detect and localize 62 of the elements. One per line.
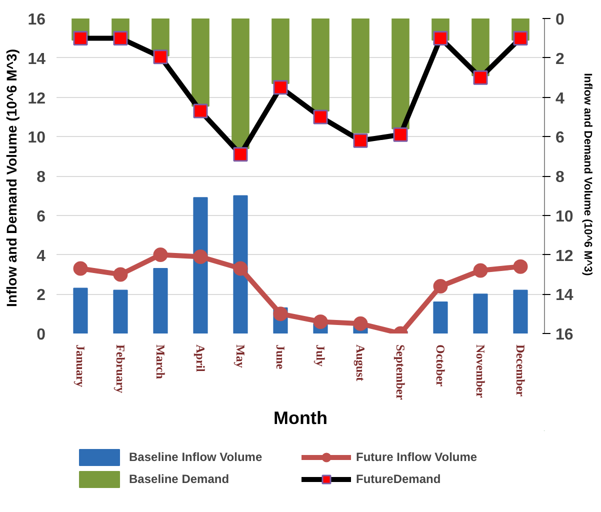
point	[433, 279, 448, 294]
bar	[193, 197, 208, 334]
y2-tick-label: 16	[556, 326, 574, 344]
x-axis-title: Month	[274, 408, 328, 428]
y2-axis-title: Inflow and Demand Volume (10^6 M^3)	[581, 73, 594, 276]
point	[513, 259, 528, 274]
bar	[192, 18, 210, 107]
y-tick-label: 6	[36, 208, 46, 226]
x-tick-label: September	[394, 344, 408, 400]
x-tick-label: August	[354, 344, 368, 382]
legend-label: Baseline Inflow Volume	[129, 450, 264, 464]
y-tick-label: 14	[28, 50, 46, 68]
x-tick-label: October	[434, 344, 448, 388]
bar	[473, 294, 488, 334]
point	[273, 306, 288, 322]
point	[193, 249, 208, 264]
point	[113, 267, 128, 282]
point	[233, 261, 248, 276]
bar	[113, 290, 128, 334]
x-tick-label: January	[74, 344, 88, 388]
bar	[513, 290, 528, 334]
y-tick-label: 16	[28, 12, 46, 28]
x-tick-label: April	[194, 344, 208, 372]
y2-tick-label: 14	[556, 287, 574, 304]
bar	[232, 18, 250, 149]
bar	[153, 268, 168, 334]
point	[473, 263, 488, 278]
bar	[312, 18, 330, 112]
y-tick-label: 4	[36, 248, 46, 265]
x-tick-label: July	[314, 344, 328, 367]
point	[153, 248, 168, 262]
point	[353, 316, 368, 331]
x-tick-label: May	[234, 344, 248, 368]
y-tick-label: 12	[28, 90, 46, 108]
legend-label: Baseline Demand	[129, 472, 230, 486]
point	[73, 261, 88, 276]
x-tick-label: March	[154, 344, 168, 380]
y-tick-label: 0	[36, 326, 46, 344]
y-tick-label: 10	[28, 130, 46, 147]
legend-label: Future Inflow Volume	[356, 450, 478, 464]
y2-tick-label: 0	[556, 12, 564, 28]
bar	[73, 288, 88, 334]
bar	[233, 195, 248, 334]
x-tick-label: June	[274, 344, 288, 370]
y-tick-label: 8	[36, 169, 46, 186]
bar	[352, 18, 370, 134]
y-axis-title: Inflow and Demand Volume (10^6 M^3)	[4, 48, 20, 307]
y-tick-label: 2	[36, 287, 46, 304]
y2-tick-label: 10	[556, 208, 574, 226]
y2-tick-label: 12	[556, 248, 574, 265]
legend-label: FutureDemand	[356, 472, 442, 486]
point	[313, 314, 328, 329]
y2-tick-label: 2	[556, 50, 564, 68]
y2-tick-label: 8	[556, 169, 564, 186]
y2-tick-label: 6	[556, 130, 564, 147]
x-tick-label: December	[514, 344, 528, 398]
x-tick-label: November	[474, 344, 488, 398]
x-tick-label: February	[114, 344, 128, 394]
bar	[272, 18, 290, 84]
bar	[433, 302, 448, 334]
y2-tick-label: 4	[556, 90, 564, 108]
bar	[392, 18, 410, 130]
